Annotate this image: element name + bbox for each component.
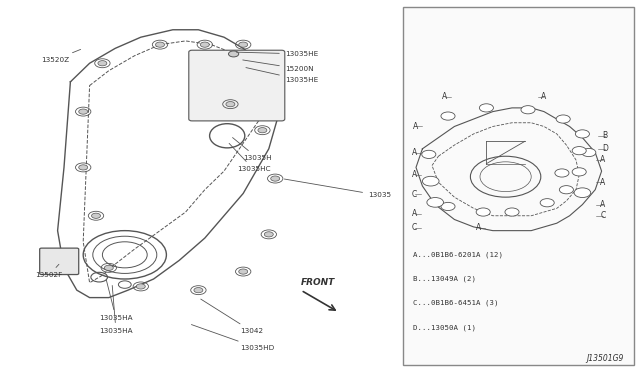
Circle shape bbox=[476, 208, 490, 216]
Circle shape bbox=[79, 109, 88, 114]
Text: 13502F: 13502F bbox=[35, 264, 63, 278]
Circle shape bbox=[505, 208, 519, 216]
Text: A: A bbox=[600, 155, 605, 164]
Text: A: A bbox=[600, 200, 605, 209]
Text: 13042: 13042 bbox=[201, 299, 263, 334]
Circle shape bbox=[271, 176, 280, 181]
Text: C: C bbox=[412, 223, 417, 232]
Text: 13035HA: 13035HA bbox=[99, 285, 133, 334]
Circle shape bbox=[441, 112, 455, 120]
Text: D: D bbox=[602, 144, 608, 153]
FancyBboxPatch shape bbox=[40, 248, 79, 275]
Text: C...0B1B6-6451A (3): C...0B1B6-6451A (3) bbox=[413, 300, 499, 307]
Circle shape bbox=[521, 106, 535, 114]
Text: FRONT: FRONT bbox=[301, 278, 335, 286]
Circle shape bbox=[239, 42, 248, 47]
Circle shape bbox=[258, 128, 267, 133]
Circle shape bbox=[79, 165, 88, 170]
FancyBboxPatch shape bbox=[189, 50, 285, 121]
Circle shape bbox=[226, 102, 235, 107]
Text: 13035HC: 13035HC bbox=[229, 143, 271, 172]
Text: 13520Z: 13520Z bbox=[42, 49, 81, 62]
Text: 13035HE: 13035HE bbox=[246, 68, 318, 83]
Circle shape bbox=[98, 61, 107, 66]
Circle shape bbox=[422, 150, 436, 158]
Text: A: A bbox=[600, 178, 605, 187]
Text: 13035HE: 13035HE bbox=[236, 51, 318, 57]
Circle shape bbox=[479, 104, 493, 112]
Circle shape bbox=[422, 176, 439, 186]
Text: C: C bbox=[412, 190, 417, 199]
Circle shape bbox=[556, 115, 570, 123]
Text: A: A bbox=[541, 92, 547, 101]
Circle shape bbox=[441, 202, 455, 211]
Text: A: A bbox=[442, 92, 447, 101]
Text: A: A bbox=[412, 148, 417, 157]
Text: 13035HA: 13035HA bbox=[99, 280, 133, 321]
Circle shape bbox=[574, 188, 591, 198]
Circle shape bbox=[136, 284, 145, 289]
Circle shape bbox=[104, 265, 113, 270]
Text: 13035: 13035 bbox=[284, 179, 391, 198]
Circle shape bbox=[559, 186, 573, 194]
Circle shape bbox=[239, 269, 248, 274]
Circle shape bbox=[572, 147, 586, 155]
Bar bbox=[403, 7, 634, 365]
Text: A: A bbox=[412, 170, 417, 179]
Text: C: C bbox=[600, 211, 605, 220]
Text: B...13049A (2): B...13049A (2) bbox=[413, 276, 476, 282]
Text: J13501G9: J13501G9 bbox=[587, 354, 624, 363]
Circle shape bbox=[264, 232, 273, 237]
Circle shape bbox=[575, 130, 589, 138]
Text: A...0B1B6-6201A (12): A...0B1B6-6201A (12) bbox=[413, 251, 503, 258]
Circle shape bbox=[228, 51, 239, 57]
Circle shape bbox=[92, 213, 100, 218]
Text: 15200N: 15200N bbox=[243, 60, 314, 72]
Circle shape bbox=[156, 42, 164, 47]
Text: A: A bbox=[476, 223, 481, 232]
Circle shape bbox=[200, 42, 209, 47]
Text: 13035HD: 13035HD bbox=[191, 324, 275, 351]
Circle shape bbox=[194, 288, 203, 293]
Circle shape bbox=[540, 199, 554, 207]
Text: A: A bbox=[412, 209, 417, 218]
Text: A: A bbox=[413, 122, 419, 131]
Circle shape bbox=[555, 169, 569, 177]
Circle shape bbox=[572, 168, 586, 176]
Text: D...13050A (1): D...13050A (1) bbox=[413, 324, 476, 331]
Circle shape bbox=[582, 148, 596, 157]
Circle shape bbox=[427, 198, 444, 207]
Text: 13035H: 13035H bbox=[232, 138, 272, 161]
Text: B: B bbox=[602, 131, 607, 140]
